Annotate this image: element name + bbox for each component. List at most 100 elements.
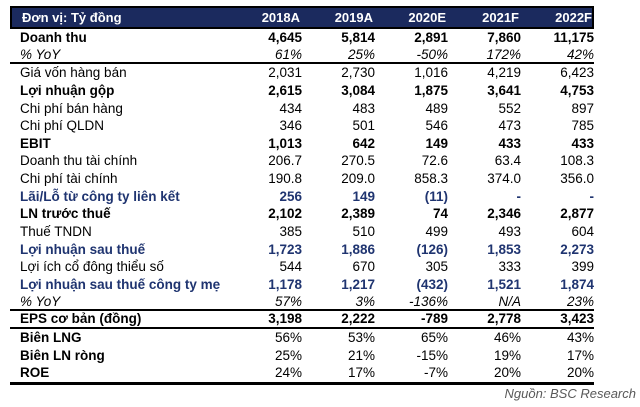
- cell-value: (11): [424, 188, 448, 204]
- cell-value: 20%: [493, 365, 521, 381]
- cell-value: 65%: [420, 329, 448, 345]
- row-label: Biên LNG: [20, 329, 82, 345]
- cell-value: 17%: [347, 365, 375, 381]
- cell-value: 256: [279, 188, 302, 204]
- cell-value: 3,198: [268, 311, 302, 327]
- row-label: EPS cơ bản (đồng): [20, 311, 142, 327]
- cell-value: 604: [571, 224, 594, 240]
- cell-value: 305: [425, 259, 448, 275]
- cell-value: -: [589, 188, 595, 204]
- cell-value: 190.8: [268, 171, 302, 187]
- row-label: Chi phí QLDN: [20, 118, 105, 134]
- cell-value: 24%: [274, 365, 302, 381]
- cell-value: 499: [425, 224, 448, 240]
- table-row: Giá vốn hàng bán 2,031 2,730 1,016 4,219 6,42…: [10, 64, 594, 82]
- column-header-2020e: 2020E: [408, 10, 446, 25]
- row-label: Giá vốn hàng bán: [20, 65, 127, 81]
- cell-value: 897: [571, 100, 594, 116]
- cell-value: 206.7: [268, 153, 302, 169]
- cell-value: 56%: [274, 329, 302, 345]
- cell-value: 356.0: [560, 171, 594, 187]
- table-row: ROE 24% 17% -7% 20% 20%: [10, 364, 594, 382]
- cell-value: 11,175: [553, 30, 594, 45]
- cell-value: 385: [279, 224, 302, 240]
- row-label: Chi phí bán hàng: [20, 100, 123, 116]
- table-row: Lợi nhuận sau thuế công ty mẹ 1,178 1,217 (…: [10, 276, 594, 294]
- cell-value: 4,219: [487, 65, 521, 81]
- cell-value: (432): [416, 276, 448, 292]
- cell-value: 2,877: [560, 206, 594, 222]
- cell-value: 2,730: [341, 65, 375, 81]
- table-row: Chi phí tài chính 190.8 209.0 858.3 374.0 356…: [10, 170, 594, 188]
- cell-value: 57%: [274, 293, 302, 309]
- cell-value: 19%: [493, 347, 521, 363]
- row-label: Lợi nhuận gộp: [20, 82, 115, 98]
- cell-value: N/A: [498, 293, 521, 309]
- cell-value: 346: [279, 118, 302, 134]
- cell-value: 149: [425, 135, 448, 151]
- cell-value: 642: [352, 135, 375, 151]
- row-label: ROE: [20, 365, 50, 381]
- row-label: Lợi nhuận sau thuế công ty mẹ: [20, 276, 221, 292]
- cell-value: -7%: [423, 365, 448, 381]
- table-row: Doanh thu 4,645 5,814 2,891 7,860 11,175: [10, 29, 594, 47]
- cell-value: 433: [571, 135, 594, 151]
- table-row: Chi phí bán hàng 434 483 489 552 897: [10, 100, 594, 118]
- header-unit-label: Đơn vị: Tỷ đồng: [22, 10, 122, 25]
- cell-value: 172%: [486, 46, 521, 62]
- cell-value: 2,102: [268, 206, 302, 222]
- cell-value: 20%: [566, 365, 594, 381]
- row-label: Doanh thu: [20, 30, 87, 45]
- cell-value: (126): [416, 241, 448, 257]
- cell-value: 1,723: [268, 241, 302, 257]
- income-statement-table: Đơn vị: Tỷ đồng 2018A 2019A 2020E 2021F …: [10, 6, 594, 385]
- cell-value: 2,346: [487, 206, 521, 222]
- cell-value: 25%: [274, 347, 302, 363]
- cell-value: 2,222: [341, 311, 375, 327]
- cell-value: 483: [352, 100, 375, 116]
- column-header-2019a: 2019A: [334, 10, 373, 25]
- cell-value: 2,615: [268, 82, 302, 98]
- cell-value: 1,217: [341, 276, 375, 292]
- column-header-2022f: 2022F: [555, 10, 592, 25]
- cell-value: 434: [279, 100, 302, 116]
- row-label: LN trước thuế: [20, 206, 111, 222]
- table-header-row: Đơn vị: Tỷ đồng 2018A 2019A 2020E 2021F …: [10, 6, 594, 29]
- row-label: Biên LN ròng: [20, 347, 105, 363]
- column-header-2018a: 2018A: [261, 10, 300, 25]
- cell-value: 7,860: [487, 30, 521, 45]
- cell-value: 43%: [566, 329, 594, 345]
- row-label: % YoY: [20, 293, 61, 309]
- cell-value: 552: [498, 100, 521, 116]
- cell-value: 2,031: [268, 65, 302, 81]
- cell-value: 74: [432, 206, 448, 222]
- cell-value: 5,814: [341, 30, 375, 45]
- table-row: % YoY 61% 25% -50% 172% 42%: [10, 47, 594, 65]
- cell-value: 53%: [347, 329, 375, 345]
- cell-value: 433: [498, 135, 521, 151]
- cell-value: -136%: [408, 293, 448, 309]
- table-body: Doanh thu 4,645 5,814 2,891 7,860 11,175 % YoY…: [10, 29, 594, 385]
- cell-value: 63.4: [494, 153, 521, 169]
- cell-value: 2,778: [487, 311, 521, 327]
- cell-value: 546: [425, 118, 448, 134]
- cell-value: 473: [498, 118, 521, 134]
- cell-value: 1,013: [268, 135, 302, 151]
- row-label: Lãi/Lỗ từ công ty liên kết: [20, 188, 180, 204]
- cell-value: 2,273: [560, 241, 594, 257]
- cell-value: 1,521: [487, 276, 521, 292]
- cell-value: 46%: [493, 329, 521, 345]
- cell-value: 42%: [566, 46, 594, 62]
- cell-value: 1,853: [487, 241, 521, 257]
- cell-value: 2,389: [341, 206, 375, 222]
- cell-value: 1,016: [414, 65, 448, 81]
- cell-value: 510: [352, 224, 375, 240]
- table-row: % YoY 57% 3% -136% N/A 23%: [10, 294, 594, 312]
- table-row: Chi phí QLDN 346 501 546 473 785: [10, 117, 594, 135]
- cell-value: -789: [420, 311, 448, 327]
- cell-value: 1,886: [341, 241, 375, 257]
- cell-value: 149: [352, 188, 375, 204]
- cell-value: 270.5: [341, 153, 375, 169]
- cell-value: 493: [498, 224, 521, 240]
- cell-value: 108.3: [560, 153, 594, 169]
